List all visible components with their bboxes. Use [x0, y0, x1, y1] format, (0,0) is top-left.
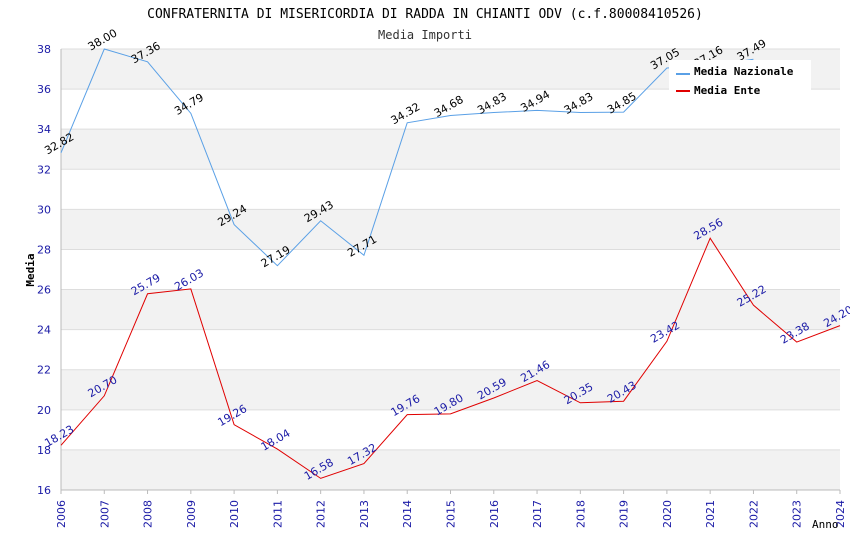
x-tick-label: 2011: [271, 500, 284, 528]
y-tick-label: 24: [37, 324, 51, 337]
y-tick-label: 34: [37, 123, 51, 136]
y-tick-label: 32: [37, 163, 51, 176]
y-tick-label: 16: [37, 484, 51, 497]
y-tick-label: 20: [37, 404, 51, 417]
y-axis-ticks: 16 18 20 22 24 26 28 30 32 34 36 38: [37, 43, 51, 497]
y-tick-label: 36: [37, 83, 51, 96]
grid-band: [61, 209, 840, 250]
x-tick-label: 2012: [315, 500, 328, 528]
x-tick-label: 2017: [531, 500, 544, 528]
x-tick-label: 2015: [445, 500, 458, 528]
x-tick-label: 2007: [98, 500, 111, 528]
y-tick-label: 18: [37, 444, 51, 457]
data-label: 34.79: [172, 91, 206, 118]
y-tick-label: 22: [37, 364, 51, 377]
x-tick-label: 2013: [358, 500, 371, 528]
y-tick-label: 26: [37, 284, 51, 297]
legend-label-media-nazionale: Media Nazionale: [694, 65, 794, 78]
chart-subtitle: Media Importi: [378, 28, 472, 42]
series-line-media-ente: [60, 237, 841, 479]
x-tick-label: 2021: [704, 500, 717, 528]
y-axis-label: Media: [24, 253, 37, 286]
data-label: 18.23: [42, 423, 76, 450]
x-tick-label: 2022: [747, 500, 760, 528]
y-tick-label: 28: [37, 243, 51, 256]
data-label: 34.32: [389, 100, 423, 127]
grid-band: [61, 289, 840, 330]
x-tick-label: 2014: [401, 500, 414, 528]
x-tick-label: 2020: [661, 500, 674, 528]
legend-box: [669, 60, 811, 100]
x-tick-label: 2016: [488, 500, 501, 528]
grid-band: [61, 129, 840, 170]
y-tick-label: 30: [37, 203, 51, 216]
legend-label-media-ente: Media Ente: [694, 84, 761, 97]
chart-title: CONFRATERNITA DI MISERICORDIA DI RADDA I…: [147, 7, 703, 22]
grid-band: [61, 369, 840, 410]
x-tick-label: 2024: [834, 500, 847, 528]
x-tick-label: 2008: [142, 500, 155, 528]
x-tick-label: 2023: [791, 500, 804, 528]
x-tick-label: 2006: [55, 500, 68, 528]
chart-legend: Media Nazionale Media Ente: [669, 60, 811, 100]
series-line-media-nazionale: [60, 48, 754, 267]
x-tick-label: 2010: [228, 500, 241, 528]
x-tick-label: 2018: [574, 500, 587, 528]
data-label: 34.83: [562, 90, 596, 117]
grid-band: [61, 449, 840, 490]
x-axis-ticks: 2006 2007 2008 2009 2010 2011 2012 2013 2014 2015…: [55, 490, 847, 528]
series-lines: [60, 48, 841, 479]
x-tick-label: 2019: [618, 500, 631, 528]
x-tick-label: 2009: [185, 500, 198, 528]
x-axis-label: Anno: [812, 518, 839, 531]
y-tick-label: 38: [37, 43, 51, 56]
